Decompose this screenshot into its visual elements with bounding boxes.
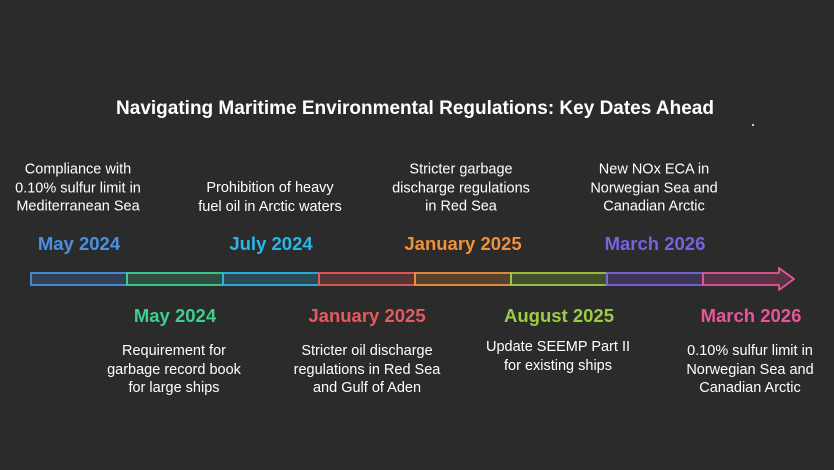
event-date: March 2026 <box>604 233 706 254</box>
event-date: January 2025 <box>404 233 522 254</box>
event-description: Requirement for garbage record book for … <box>107 343 241 396</box>
timeline-segment <box>30 272 128 286</box>
timeline-segment <box>510 272 608 286</box>
event-date: March 2026 <box>700 305 802 326</box>
event-description: New NOx ECA in Norwegian Sea and Canadia… <box>590 161 718 215</box>
decorative-dot <box>752 124 754 126</box>
event-description: Prohibition of heavy fuel oil in Arctic … <box>198 180 342 215</box>
arrow-head <box>702 267 795 291</box>
event-description: Stricter garbage discharge regulations i… <box>392 161 530 215</box>
event-date: May 2024 <box>133 305 217 326</box>
event-date: January 2025 <box>308 305 426 326</box>
event-date: May 2024 <box>37 233 121 254</box>
timeline-segment <box>606 272 704 286</box>
timeline-segment <box>126 272 224 286</box>
page-title: Navigating Maritime Environmental Regula… <box>116 98 714 119</box>
timeline-segment <box>222 272 320 286</box>
event-description: 0.10% sulfur limit in Norwegian Sea and … <box>686 343 814 396</box>
timeline-segment <box>318 272 416 286</box>
event-date: August 2025 <box>503 305 615 326</box>
event-description: Update SEEMP Part II for existing ships <box>486 339 630 374</box>
timeline-segment <box>414 272 512 286</box>
event-description: Compliance with 0.10% sulfur limit in Me… <box>15 161 141 215</box>
event-description: Stricter oil discharge regulations in Re… <box>293 343 441 396</box>
event-date: July 2024 <box>229 233 313 254</box>
